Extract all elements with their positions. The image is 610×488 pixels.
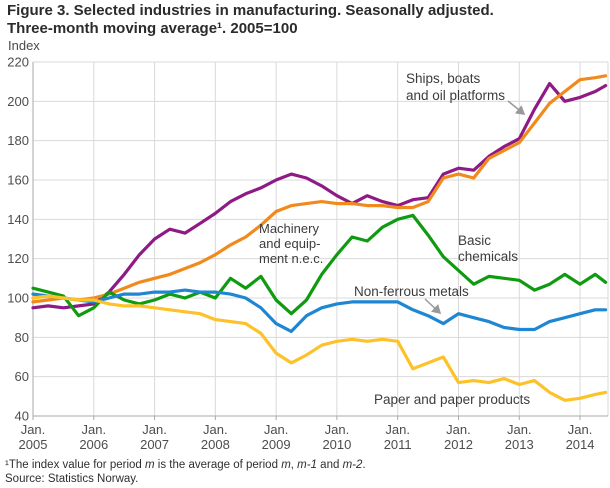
annotation-text: and equip-	[259, 236, 320, 251]
x-tick-label-month: Jan.	[385, 422, 410, 437]
x-tick-label-month: Jan.	[142, 422, 167, 437]
y-tick-label: 80	[15, 330, 29, 345]
footnote-segment: ,	[290, 459, 298, 471]
footnote-segment: m-1	[297, 459, 317, 471]
figure-title-line1: Figure 3. Selected industries in manufac…	[7, 2, 494, 19]
figure-title: Figure 3. Selected industries in manufac…	[7, 2, 603, 38]
y-tick-label: 120	[7, 251, 29, 266]
x-tick-label-month: Jan.	[264, 422, 289, 437]
series-line-non-ferrous-metals	[31, 288, 608, 333]
x-tick-label-month: Jan.	[81, 422, 106, 437]
annotation-ships-boats-and-oil-platforms: Ships, boats and oil platforms	[406, 71, 526, 115]
annotation-text: Ships, boats	[406, 71, 481, 86]
x-tick-label-month: Jan.	[568, 422, 593, 437]
annotation-text: and oil platforms	[406, 88, 505, 103]
x-tick-label-year: 2010	[322, 437, 351, 452]
x-tick-label-month: Jan.	[507, 422, 532, 437]
y-axis-unit-label: Index	[8, 38, 40, 53]
footnote-segment: m	[145, 459, 155, 471]
y-tick-label: 160	[7, 173, 29, 188]
footnote-segment: is the average of period	[154, 459, 282, 471]
annotation-arrow	[507, 100, 526, 115]
y-tick-label: 220	[7, 55, 29, 70]
annotation-paper-and-paper-products: Paper and paper products	[374, 392, 530, 407]
x-tick-label-year: 2006	[79, 437, 108, 452]
footnote: ¹The index value for period m is the ave…	[5, 458, 366, 472]
line-chart: 406080100120140160180200220Jan.2005Jan.2…	[7, 55, 609, 452]
annotation-text: Basic	[458, 233, 491, 248]
y-tick-label: 40	[15, 409, 29, 424]
y-axis-labels: 40 60 80 100 120 140 160 180 200 220	[7, 55, 29, 424]
x-tick-label-month: Jan.	[203, 422, 228, 437]
footnote-segment: m	[281, 459, 291, 471]
footnote-segment: .	[362, 459, 366, 471]
series-line-basic-chemicals	[31, 213, 608, 318]
annotation-text: Paper and paper products	[374, 392, 530, 407]
x-tick-label-year: 2005	[19, 437, 48, 452]
x-tick-label-month: Jan.	[21, 422, 46, 437]
gridlines	[33, 61, 609, 416]
x-tick-label-year: 2012	[444, 437, 473, 452]
y-tick-label: 180	[7, 133, 29, 148]
annotation-arrow	[424, 298, 442, 315]
x-tick-label-year: 2011	[384, 437, 412, 452]
x-tick-label-year: 2014	[566, 437, 595, 452]
series-line-machinery-and-equipment-n-e-c	[31, 74, 608, 304]
y-tick-label: 140	[7, 212, 29, 227]
x-tick-label-year: 2009	[262, 437, 291, 452]
annotation-non-ferrous-metals: Non-ferrous metals	[354, 284, 469, 315]
source-line: Source: Statistics Norway.	[5, 473, 139, 485]
annotation-text: ment n.e.c.	[259, 251, 323, 266]
x-tick-label-month: Jan.	[446, 422, 471, 437]
annotation-text: chemicals	[458, 249, 518, 264]
x-tick-label-month: Jan.	[325, 422, 350, 437]
x-tick-label-year: 2013	[505, 437, 534, 452]
annotation-text: Non-ferrous metals	[354, 284, 469, 299]
x-tick-label-year: 2007	[140, 437, 169, 452]
series-line-paper-and-paper-products	[31, 294, 608, 402]
figure-title-line2: Three-month moving average¹. 2005=100	[7, 20, 298, 37]
x-axis-labels: Jan.2005Jan.2006Jan.2007Jan.2008Jan.2009…	[19, 422, 595, 452]
y-tick-label: 60	[15, 369, 29, 384]
annotation-text: Machinery	[259, 221, 319, 236]
footnote-segment: ¹The index value for period	[5, 459, 145, 471]
footnote-segment: and	[316, 459, 343, 471]
series-line-ships-boats-and-oil-platforms	[31, 81, 608, 310]
axes	[32, 62, 608, 420]
footnote-segment: m-2	[342, 459, 363, 471]
y-tick-label: 100	[7, 291, 29, 306]
y-tick-label: 200	[7, 94, 29, 109]
x-tick-label-year: 2008	[201, 437, 230, 452]
